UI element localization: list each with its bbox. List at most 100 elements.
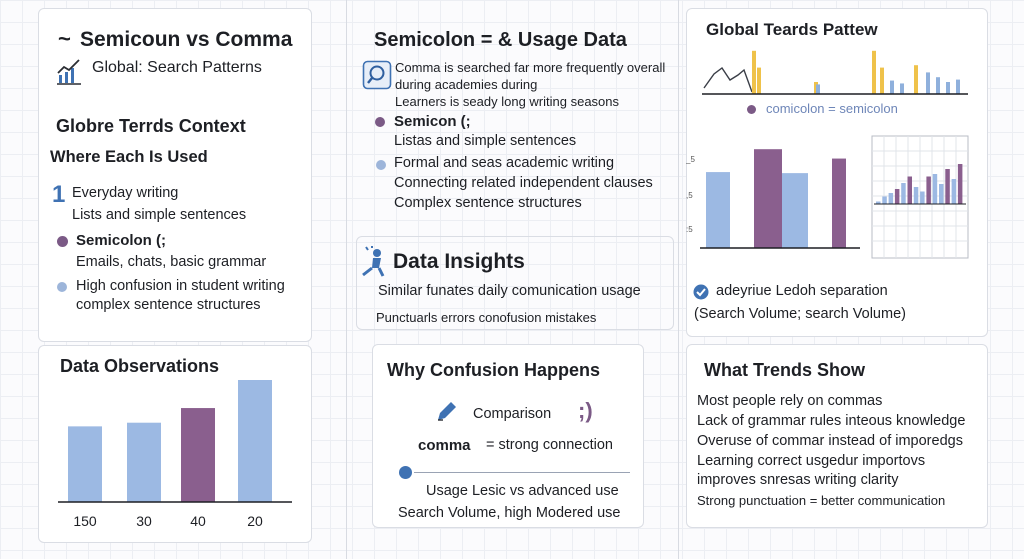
left-intro-card bbox=[38, 8, 312, 342]
where-used-heading: Where Each Is Used bbox=[50, 148, 208, 166]
global-bar bbox=[706, 172, 730, 248]
global-spike-bar bbox=[946, 82, 950, 94]
semicolon-glyph: ;) bbox=[578, 398, 593, 423]
insights-card bbox=[356, 236, 674, 330]
small-bar bbox=[939, 184, 944, 204]
tilde-icon: ~ bbox=[58, 26, 71, 51]
axis-tick: _5 bbox=[686, 155, 695, 164]
global-spike-bar bbox=[890, 80, 894, 94]
confusion-card bbox=[372, 344, 644, 528]
trend-chart-icon bbox=[56, 56, 82, 91]
global-note-line-1: adeyriue Ledoh separation bbox=[716, 283, 888, 299]
global-note-line-2: (Search Volume; search Volume) bbox=[694, 306, 906, 322]
search-volume-line: Search Volume, high Modered use bbox=[398, 505, 621, 521]
global-spike-bar bbox=[757, 67, 761, 94]
axis-tick: :5 bbox=[686, 225, 693, 234]
observation-bar bbox=[127, 422, 161, 502]
item1-subtitle: Lists and simple sentences bbox=[72, 207, 247, 223]
trend-item: Learning correct usgedur importovs bbox=[697, 453, 926, 469]
small-bar bbox=[932, 174, 938, 204]
list-number: 1 bbox=[52, 181, 66, 208]
insights-line-1: Similar funates daily comunication usage bbox=[378, 283, 641, 299]
global-bar bbox=[832, 158, 846, 248]
bullet-blue-icon bbox=[57, 282, 67, 292]
observation-label: 150 bbox=[73, 513, 97, 529]
formal-subtitle-1: Connecting related independent clauses bbox=[394, 175, 653, 191]
global-spike-bar bbox=[936, 77, 940, 94]
usage-line: Usage Lesic vs advanced use bbox=[426, 483, 619, 499]
small-bar bbox=[882, 196, 887, 204]
axis-tick: ,5 bbox=[686, 191, 693, 200]
global-line-chart bbox=[702, 50, 968, 95]
formal-title: Formal and seas academic writing bbox=[394, 155, 615, 171]
bullet-purple-icon bbox=[57, 236, 68, 247]
small-bar bbox=[894, 189, 900, 204]
small-bar bbox=[901, 183, 906, 204]
global-spike-bar bbox=[752, 50, 756, 94]
small-bar bbox=[913, 187, 919, 204]
idea-person-icon bbox=[359, 246, 389, 283]
insights-line-2: Punctuarls errors conofusion mistakes bbox=[376, 310, 597, 325]
trend-item: Strong punctuation = better communicatio… bbox=[697, 493, 946, 508]
global-spike-bar bbox=[900, 83, 904, 94]
observation-label: 40 bbox=[190, 513, 206, 529]
observations-title: Data Observations bbox=[60, 356, 220, 376]
slider-knob-icon bbox=[399, 466, 412, 479]
global-spike-bar bbox=[816, 84, 820, 94]
small-bar bbox=[920, 191, 925, 204]
search-line-2: during academies during bbox=[395, 77, 538, 92]
item3-line1: High confusion in student writing bbox=[76, 278, 285, 294]
global-spike-bar bbox=[914, 65, 918, 94]
legend-semicolon-dot bbox=[747, 105, 756, 114]
observation-label: 30 bbox=[136, 513, 152, 529]
trend-item: improves snresas writing clarity bbox=[697, 472, 899, 488]
item1-title: Everyday writing bbox=[72, 185, 179, 201]
global-spike-bar bbox=[880, 67, 884, 94]
comma-equals-text: = strong connection bbox=[486, 437, 613, 453]
item2-subtitle: Emails, chats, basic grammar bbox=[76, 254, 267, 270]
column-divider-right bbox=[678, 0, 679, 559]
global-legend-text: comicolon = semicolon bbox=[766, 101, 898, 116]
small-bar bbox=[888, 193, 894, 204]
check-icon bbox=[693, 284, 709, 305]
search-line-3: Learners is seady long writing seasons bbox=[395, 94, 620, 109]
confusion-title: Why Confusion Happens bbox=[387, 360, 600, 380]
bullet-purple-icon bbox=[375, 117, 385, 127]
bullet-blue-icon bbox=[376, 160, 386, 170]
observation-bar bbox=[238, 380, 272, 502]
global-bar bbox=[754, 149, 782, 248]
usage-section-title: Semicolon = & Usage Data bbox=[374, 29, 627, 51]
trend-item: Lack of grammar rules inteous knowledge bbox=[697, 413, 966, 429]
page-subtitle: Global: Search Patterns bbox=[92, 59, 262, 76]
global-trend-line bbox=[703, 66, 753, 93]
global-small-chart bbox=[871, 135, 969, 259]
trend-item: Overuse of commar instead of imporedgs bbox=[697, 433, 963, 449]
search-line-1: Comma is searched far more frequently ov… bbox=[395, 60, 666, 75]
column-divider-left bbox=[346, 0, 347, 559]
small-bar bbox=[876, 201, 881, 204]
global-trends-title: Global Teards Pattew bbox=[706, 20, 878, 39]
observation-bar bbox=[68, 426, 102, 502]
comparison-label: Comparison bbox=[473, 406, 552, 422]
trend-item: Most people rely on commas bbox=[697, 393, 883, 409]
global-spike-bar bbox=[956, 79, 960, 94]
divider-line bbox=[414, 472, 630, 473]
search-icon bbox=[362, 60, 392, 95]
observation-bar bbox=[181, 408, 215, 502]
semicolon-subtitle: Listas and simple sentences bbox=[394, 133, 577, 149]
semicolon-title: Semicon (; bbox=[394, 113, 471, 130]
formal-subtitle-2: Complex sentence structures bbox=[394, 195, 582, 211]
global-spike-bar bbox=[926, 72, 930, 94]
global-bar bbox=[782, 173, 808, 248]
observation-label: 20 bbox=[247, 513, 263, 529]
trends-card bbox=[686, 344, 988, 528]
global-spike-bar bbox=[872, 50, 876, 94]
comma-word: comma bbox=[418, 437, 471, 454]
small-bar bbox=[926, 176, 931, 204]
small-bar bbox=[907, 176, 912, 204]
page-title: Semicoun vs Comma bbox=[80, 28, 293, 51]
context-title: Globre Terrds Context bbox=[56, 116, 246, 136]
small-bar bbox=[951, 179, 957, 204]
item3-line2: complex sentence structures bbox=[76, 297, 261, 313]
small-bar bbox=[957, 164, 963, 204]
